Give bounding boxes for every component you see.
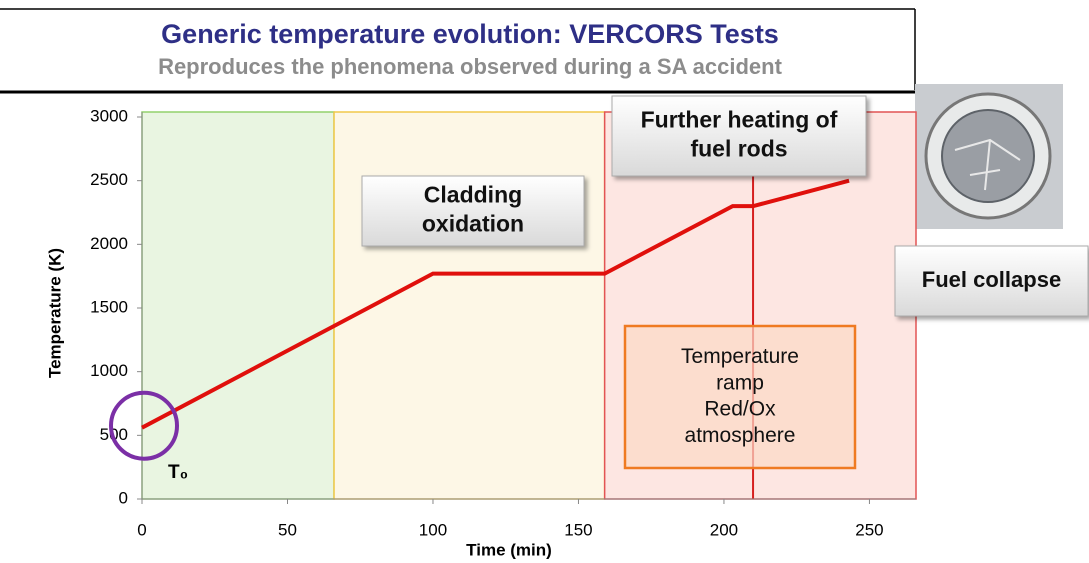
annotation-box: [623, 324, 857, 470]
y-tick-label: 2000: [90, 234, 128, 253]
annotation-text: fuel rods: [690, 135, 787, 161]
marker-label: T₀: [168, 462, 188, 483]
x-tick-label: 0: [137, 520, 146, 539]
annotation-text: ramp: [716, 371, 764, 394]
y-tick-label: 1000: [90, 361, 128, 380]
x-tick-label: 100: [419, 520, 447, 539]
annotation-text: Further heating of: [641, 107, 838, 133]
x-axis-label: Time (min): [466, 540, 552, 559]
phase-region: [141, 111, 335, 500]
x-tick-label: 250: [855, 520, 883, 539]
y-tick-label: 3000: [90, 106, 128, 125]
annotation-text: oxidation: [422, 210, 524, 236]
y-tick-label: 2500: [90, 170, 128, 189]
start-marker: [109, 390, 179, 461]
y-tick-label: 0: [119, 488, 128, 507]
photo: [915, 84, 1063, 229]
annotation-text: atmosphere: [685, 424, 796, 447]
annotation-box: [894, 245, 1089, 317]
temperature-line: [141, 178, 850, 430]
annotation-text: Red/Ox: [704, 398, 776, 421]
x-tick-label: 150: [564, 520, 592, 539]
chart-title: Generic temperature evolution: VERCORS T…: [161, 19, 779, 49]
annotation-box: [611, 95, 867, 177]
annotation-box: [361, 175, 585, 247]
x-tick-label: 200: [710, 520, 738, 539]
chart-subtitle: Reproduces the phenomena observed during…: [158, 54, 783, 79]
y-axis-label: Temperature (K): [45, 248, 64, 378]
annotation-text: Fuel collapse: [922, 267, 1061, 292]
annotation-text: Temperature: [681, 345, 799, 368]
y-tick-label: 1500: [90, 297, 128, 316]
annotation-text: Cladding: [424, 182, 522, 208]
x-tick-label: 50: [278, 520, 297, 539]
photo-cracks: [954, 138, 1021, 191]
